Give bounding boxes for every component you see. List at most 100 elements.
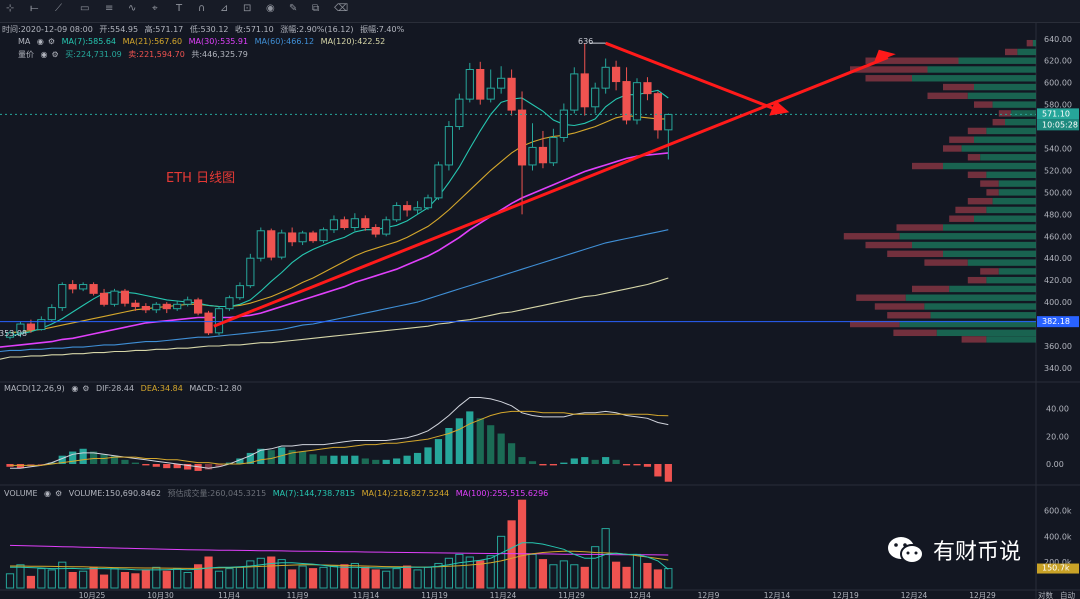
eye-icon[interactable]: ◉ bbox=[71, 384, 79, 393]
candle-body bbox=[371, 226, 380, 235]
settings-icon[interactable]: ⚙ bbox=[47, 37, 56, 46]
volume-bar bbox=[392, 568, 401, 589]
last-price-badge: 571.10 bbox=[1042, 109, 1070, 118]
eye-icon[interactable]: ◉ bbox=[40, 50, 48, 59]
measure-tool-icon[interactable]: ⌖ bbox=[152, 3, 158, 14]
candle-body bbox=[444, 126, 453, 166]
volume-bar bbox=[361, 566, 370, 589]
candle-body bbox=[37, 319, 46, 331]
macd-histogram-bar bbox=[455, 418, 463, 464]
line-tool-icon[interactable]: ⟝ bbox=[30, 3, 39, 14]
profile-buy-bar bbox=[986, 127, 1036, 135]
pen-tool-icon[interactable]: ✎ bbox=[289, 3, 298, 14]
wechat-logo bbox=[888, 537, 924, 564]
profile-buy-bar bbox=[986, 336, 1036, 343]
volume-bar bbox=[559, 560, 568, 589]
candle-body bbox=[308, 232, 318, 242]
price-tick-label: 640.00 bbox=[1044, 35, 1072, 44]
macd-histogram-bar bbox=[131, 462, 139, 464]
candle-body bbox=[612, 66, 621, 83]
macd-histogram-bar bbox=[612, 459, 620, 464]
macd-histogram-bar bbox=[48, 462, 56, 464]
macd-histogram-bar bbox=[69, 451, 77, 464]
volume-bar bbox=[26, 575, 35, 589]
settings-icon[interactable]: ⚙ bbox=[82, 384, 90, 393]
ma30-label: MA(30):535.91 bbox=[188, 37, 249, 46]
price-tick-label: 580.00 bbox=[1044, 101, 1072, 110]
profile-sell-bar bbox=[949, 215, 974, 222]
ma30-line bbox=[0, 152, 669, 348]
sell-label: 卖:221,594.70 bbox=[128, 50, 185, 59]
candle-body bbox=[225, 297, 234, 310]
candle-body bbox=[214, 308, 224, 334]
macd-histogram-bar bbox=[58, 455, 66, 464]
price-tick-label: 360.00 bbox=[1044, 342, 1072, 351]
eye-icon[interactable]: ◉ bbox=[44, 489, 52, 498]
volume-bar bbox=[256, 557, 265, 589]
volume-tick-label: 400.0k bbox=[1044, 532, 1072, 541]
volume-bar bbox=[580, 566, 589, 589]
fib-tool-icon[interactable]: ≡ bbox=[105, 3, 114, 14]
candle-body bbox=[256, 230, 265, 259]
ascending-trendline bbox=[213, 56, 889, 328]
delete-tool-icon[interactable]: ⌫ bbox=[334, 3, 349, 14]
eye-icon[interactable]: ◉ bbox=[36, 37, 44, 46]
macd-tick-label: 40.00 bbox=[1046, 405, 1069, 414]
candle-body bbox=[559, 109, 568, 139]
descending-arrowhead bbox=[769, 100, 790, 116]
profile-sell-bar bbox=[887, 312, 931, 319]
macd-histogram-bar bbox=[602, 457, 610, 464]
volume-tick-label: 200.0k bbox=[1044, 558, 1072, 567]
profile-sell-bar bbox=[924, 259, 968, 266]
ma21-label: MA(21):567.60 bbox=[122, 37, 183, 46]
copy-tool-icon[interactable]: ⧉ bbox=[312, 3, 320, 14]
date-tick-label: 11月19 bbox=[421, 591, 448, 599]
profile-sell-bar bbox=[980, 268, 999, 275]
price-tick-label: 520.00 bbox=[1044, 166, 1072, 175]
magnet-tool-icon[interactable]: ∩ bbox=[198, 3, 206, 14]
candle-body bbox=[298, 232, 307, 243]
price-tick-label: 440.00 bbox=[1044, 254, 1072, 263]
profile-sell-bar bbox=[967, 197, 993, 205]
price-tick-label: 600.00 bbox=[1044, 79, 1072, 88]
lock-tool-icon[interactable]: ⊡ bbox=[243, 3, 252, 14]
profile-buy-bar bbox=[992, 101, 1036, 108]
candle-body bbox=[517, 109, 527, 166]
profile-buy-bar bbox=[1017, 48, 1036, 56]
candle-body bbox=[403, 205, 412, 211]
profile-buy-bar bbox=[974, 83, 1036, 91]
macd-histogram-bar bbox=[664, 464, 672, 482]
volume-bar bbox=[162, 570, 171, 589]
macd-histogram-bar bbox=[351, 455, 359, 464]
profile-sell-bar bbox=[967, 154, 981, 161]
profile-sell-bar bbox=[887, 250, 943, 258]
settings-icon[interactable]: ⚙ bbox=[55, 489, 63, 498]
profile-sell-bar bbox=[865, 57, 959, 64]
macd-histogram-bar bbox=[393, 458, 401, 464]
profile-buy-bar bbox=[986, 276, 1036, 284]
profile-sell-bar bbox=[843, 233, 900, 240]
volume-bar bbox=[403, 565, 412, 589]
ruler-tool-icon[interactable]: ⊿ bbox=[220, 3, 229, 14]
settings-icon[interactable]: ⚙ bbox=[51, 50, 59, 59]
profile-buy-bar bbox=[974, 136, 1036, 143]
volume-bar bbox=[89, 566, 98, 589]
candle-body bbox=[319, 229, 328, 242]
text-tool-icon[interactable]: T bbox=[176, 3, 183, 14]
wave-tool-icon[interactable]: ∿ bbox=[128, 3, 137, 14]
shape-tool-icon[interactable]: ▭ bbox=[80, 3, 90, 14]
candle-body bbox=[99, 292, 109, 305]
trend-tool-icon[interactable]: ⟋ bbox=[55, 3, 62, 14]
time-label: 时间:2020-12-09 08:00 bbox=[2, 25, 93, 34]
volume-bar bbox=[601, 528, 610, 589]
macd-histogram-bar bbox=[560, 462, 568, 464]
eye-tool-icon[interactable]: ◉ bbox=[266, 3, 275, 14]
candle-body bbox=[120, 290, 130, 304]
volume-bar bbox=[173, 568, 182, 589]
profile-buy-bar bbox=[943, 162, 1036, 170]
volume-bar bbox=[110, 568, 119, 589]
profile-buy-bar bbox=[967, 259, 1036, 266]
crosshair-tool-icon[interactable]: ⊹ bbox=[6, 3, 15, 14]
date-tick-label: 12月29 bbox=[969, 591, 996, 599]
